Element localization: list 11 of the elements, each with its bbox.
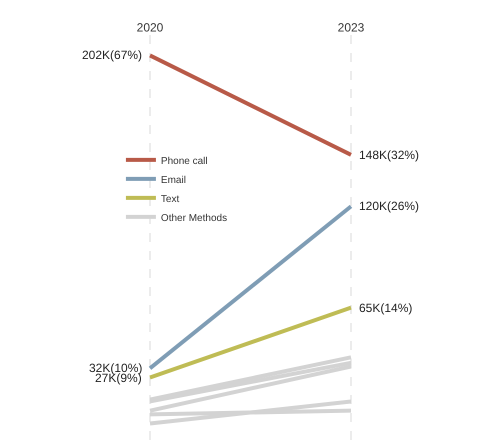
data-label: 148K(32%) bbox=[359, 148, 420, 162]
legend-label: Email bbox=[160, 174, 186, 186]
legend-label: Text bbox=[160, 194, 180, 205]
legend-label: Phone call bbox=[160, 156, 208, 167]
legend-label: Other Methods bbox=[160, 212, 228, 224]
x-tick-label: 2020 bbox=[136, 20, 164, 35]
data-label: 120K(26%) bbox=[359, 199, 420, 213]
data-label: 32K(10%) bbox=[89, 361, 142, 375]
data-label: 202K(67%) bbox=[82, 48, 142, 62]
data-label: 65K(14%) bbox=[359, 301, 412, 315]
x-tick-label: 2023 bbox=[338, 20, 365, 35]
